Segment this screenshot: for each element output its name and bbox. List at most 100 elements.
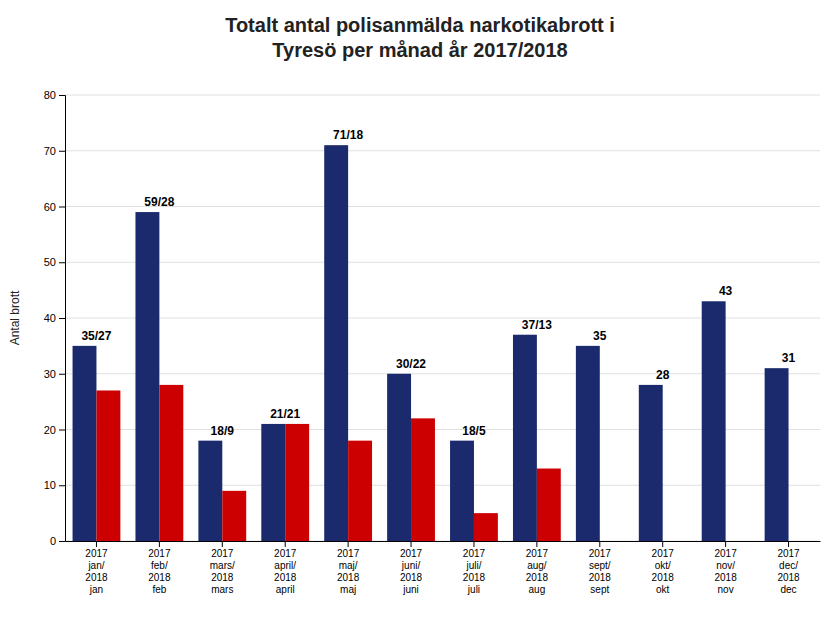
tick: 2017feb/2018feb [148,541,171,595]
series [73,145,789,541]
bar [765,368,789,541]
tick-mark [599,541,600,547]
tick: 70 [44,145,65,157]
tick: 20 [44,424,65,436]
bar [576,346,600,541]
bar [159,385,183,541]
tick: 80 [44,89,65,101]
tick-label: 2017maj/2018maj [337,548,360,595]
tick: 2017maj/2018maj [337,541,360,595]
tick-mark [59,541,65,542]
bar [135,212,159,541]
tick-mark [96,541,97,547]
tick-mark [59,430,65,431]
annotation: 43 [719,284,733,298]
y-axis-title: Antal brott [8,290,22,345]
tick-mark [285,541,286,547]
tick: 0 [50,535,65,547]
title: Totalt antal polisanmälda narkotikabrott… [225,14,615,61]
chart: Totalt antal polisanmälda narkotikabrott… [0,0,840,621]
tick-label: 0 [50,535,56,547]
tick-mark [59,485,65,486]
annotation: 35 [593,329,607,343]
tick-label: 20 [44,424,56,436]
tick-mark [473,541,474,547]
annotation: 21/21 [270,407,300,421]
plot: 0 10 20 30 40 50 60 70 80 2017jan/2018jan 2017feb/… [8,89,821,595]
tick-mark [725,541,726,547]
bar [387,374,411,541]
tick-mark [59,318,65,319]
tick-mark [222,541,223,547]
tick-label: 2017juni/2018juni [400,548,423,595]
bar [222,491,246,541]
tick-mark [788,541,789,547]
tick-mark [59,151,65,152]
tick: 50 [44,256,65,268]
axis-line [59,96,66,542]
annotation: 28 [656,368,670,382]
tick: 60 [44,201,65,213]
tick-label: 30 [44,368,56,380]
tick-mark [59,207,65,208]
grid-line [65,95,820,96]
annotation: 18/5 [462,424,486,438]
bars [73,145,789,541]
tick-label: 10 [44,479,56,491]
annotation: 18/9 [211,424,235,438]
tick: 30 [44,368,65,380]
bar [450,441,474,541]
grid-line [65,150,820,151]
grid [65,95,820,541]
tick-label: 2017april/2018april [274,548,297,595]
tick: 2017aug/2018aug [526,541,549,595]
annotation: 71/18 [333,128,363,142]
bar [702,301,726,541]
annotation: 59/28 [144,195,174,209]
tick: 40 [44,312,65,324]
annotation: 30/22 [396,357,426,371]
series [96,385,560,541]
tick-label: 70 [44,145,56,157]
grid-line [65,262,820,263]
bar [537,469,561,541]
bar [261,424,285,541]
tick-label: 2017jan/2018jan [85,548,108,595]
tick-label: 50 [44,256,56,268]
tick: 2017mars/2018mars [210,541,235,595]
tick: 2017dec/2018dec [777,541,800,595]
tick-label: 2017mars/2018mars [210,548,235,595]
bar [639,385,663,541]
tick-label: 60 [44,201,56,213]
tick: 2017okt/2018okt [652,541,675,595]
bar [73,346,97,541]
tick-label: 2017nov/2018nov [715,548,738,595]
tick: 2017nov/2018nov [715,541,738,595]
axis-line [66,541,821,542]
bar [198,441,222,541]
bar [285,424,309,541]
bar [513,335,537,541]
tick: 2017juli/2018juli [463,541,486,595]
annotation: 37/13 [522,318,552,332]
tick-mark [348,541,349,547]
bar [348,441,372,541]
grid-line [65,206,820,207]
tick: 2017april/2018april [274,541,297,595]
tick: 2017jan/2018jan [85,541,108,595]
y-axis: 0 10 20 30 40 50 60 70 80 [44,89,66,547]
tick-mark [411,541,412,547]
tick-label: 40 [44,312,56,324]
tick-label: 2017juli/2018juli [463,548,486,595]
bar [324,145,348,541]
annotation: 35/27 [81,329,111,343]
bar [411,418,435,541]
tick-label: 2017aug/2018aug [526,548,549,595]
tick: 2017sept/2018sept [589,541,612,595]
tick: 2017juni/2018juni [400,541,423,595]
tick-mark [59,95,65,96]
tick-label: 80 [44,89,56,101]
tick-label: 2017feb/2018feb [148,548,171,595]
tick-mark [536,541,537,547]
tick: 10 [44,479,65,491]
